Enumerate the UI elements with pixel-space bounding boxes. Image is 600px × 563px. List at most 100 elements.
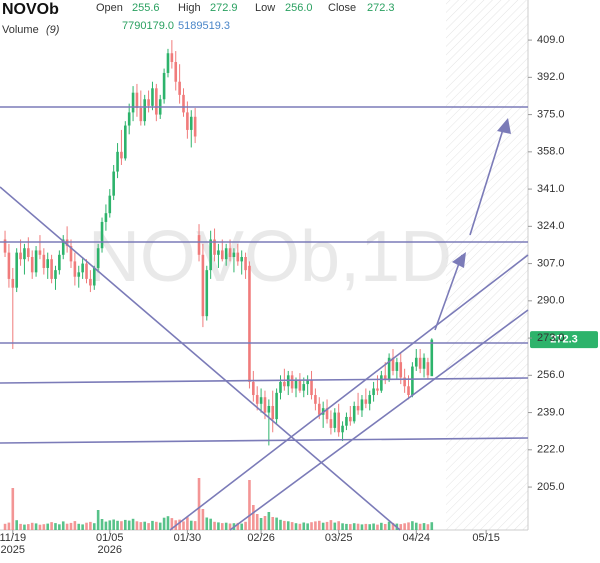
candle-body [341, 425, 344, 433]
candle-body [267, 405, 271, 413]
y-tick-label: 222.0 [537, 444, 565, 456]
volume-bar [38, 524, 42, 530]
header-label: Open [96, 2, 123, 14]
candle-body [46, 259, 50, 268]
candle-body [352, 405, 356, 422]
volume-bar [131, 518, 135, 530]
candle-body [205, 270, 209, 317]
volume-bar [166, 516, 170, 530]
volume-bar [143, 521, 147, 530]
header: NOVOb Volume (9) 7790179.0 5189519.3 Ope… [2, 1, 395, 36]
candle-body [34, 250, 38, 273]
candle-body [259, 397, 263, 404]
candle-body [162, 72, 166, 100]
volume-bar [391, 522, 395, 530]
candle-body [426, 362, 430, 376]
volume-bar [259, 518, 263, 530]
candle-body [151, 88, 154, 106]
volume-bar [290, 522, 294, 530]
trend-line [0, 186, 401, 531]
header-value: 256.0 [285, 2, 313, 14]
candle-body [337, 412, 340, 433]
candle-body [104, 213, 108, 222]
volume-bar [294, 523, 298, 530]
volume-bar [228, 523, 232, 530]
volume-bar [209, 518, 212, 530]
y-tick-label: 341.0 [537, 183, 565, 195]
candle-body [333, 412, 337, 428]
candle-body [345, 416, 348, 426]
volume-bar [139, 522, 143, 530]
volume-bar [197, 478, 201, 530]
candle-body [77, 272, 81, 277]
x-tick-label: 02/26 [247, 532, 275, 544]
volume-bar [236, 522, 240, 530]
volume-bar [345, 523, 348, 530]
volume-bar [65, 523, 69, 530]
candle-body [58, 254, 61, 271]
candle-body [100, 221, 104, 249]
candle-body [302, 384, 306, 391]
trend-line [0, 437, 529, 444]
volume-bar [170, 518, 174, 530]
volume-bar [263, 516, 267, 530]
watermark: NOVOb,1D [88, 217, 452, 297]
volume-bar [189, 520, 193, 530]
candle-body [236, 252, 240, 262]
x-tick-label: 03/25 [325, 532, 353, 544]
volume-bar [104, 521, 108, 530]
volume-bar [407, 522, 410, 530]
candle-body [252, 381, 255, 396]
volume-bar [430, 522, 434, 530]
candle-body [376, 388, 379, 391]
x-tick-label: 11/19 [0, 532, 26, 544]
candle-body [255, 395, 259, 404]
candle-body [407, 386, 410, 396]
volume-bar [135, 521, 139, 530]
marks [3, 40, 434, 530]
candle-body [217, 250, 220, 255]
volume-bar [34, 523, 38, 530]
candle-body [127, 112, 131, 126]
y-tick-label: 205.0 [537, 481, 565, 493]
volume-bar [372, 523, 375, 530]
candle-body [387, 357, 391, 380]
volume-bar [248, 480, 251, 530]
volume-bar [275, 517, 278, 530]
candle-body [11, 278, 15, 288]
volume-bar [333, 522, 337, 530]
volume-bar [96, 510, 100, 530]
candle-body [248, 265, 251, 382]
volume-bar [329, 520, 333, 530]
candle-body [3, 239, 7, 253]
candle-body [92, 267, 96, 286]
volume-bar [387, 521, 391, 530]
x-tick-label: 01/30 [174, 532, 202, 544]
candle-body [372, 388, 375, 396]
volume-bar [120, 521, 123, 530]
candle-body [232, 252, 236, 258]
y-tick-label: 392.0 [537, 71, 565, 83]
drawings [0, 106, 529, 531]
volume-bar [317, 520, 321, 530]
volume-bar [182, 521, 185, 530]
y-tick-label: 256.0 [537, 369, 565, 381]
candle-body [81, 263, 84, 273]
volume-bar [11, 488, 15, 530]
volume-bar [108, 520, 112, 530]
volume-bar [224, 522, 228, 530]
candle-body [271, 405, 275, 420]
candle-body [178, 81, 181, 95]
y-tick-label: 239.0 [537, 406, 565, 418]
candle-body [186, 112, 189, 130]
candle-body [391, 357, 395, 371]
volume-bar [30, 522, 34, 530]
candle-body [112, 171, 115, 196]
trend-line [169, 254, 529, 531]
volume-bar [368, 524, 372, 530]
candle-body [30, 257, 34, 273]
volume-bar [42, 524, 46, 530]
volume-bar [186, 517, 189, 530]
candle-body [166, 53, 170, 73]
